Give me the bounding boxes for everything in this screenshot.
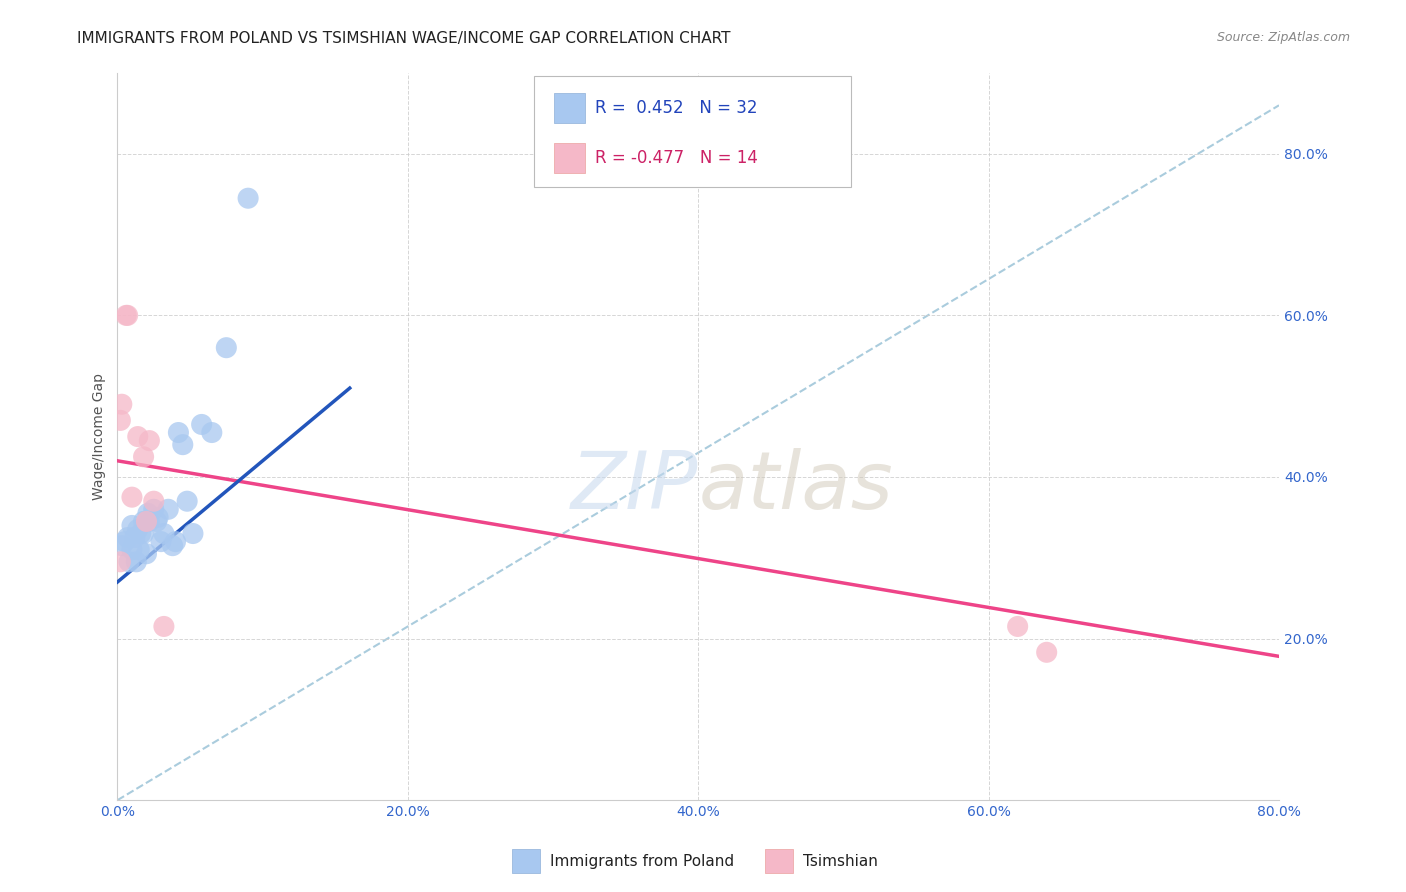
Point: [110, 413, 132, 427]
Point: [142, 502, 165, 516]
Point: [110, 555, 132, 569]
Point: [145, 515, 167, 529]
Point: [162, 539, 184, 553]
Point: [172, 437, 194, 451]
Point: [132, 515, 155, 529]
Point: [128, 542, 150, 557]
Point: [153, 526, 176, 541]
Point: [136, 506, 159, 520]
Point: [129, 526, 152, 541]
Text: ZIP: ZIP: [571, 449, 699, 526]
Point: [114, 534, 136, 549]
Text: Tsimshian: Tsimshian: [803, 854, 877, 869]
Point: [132, 450, 155, 464]
Point: [181, 526, 204, 541]
Text: Source: ZipAtlas.com: Source: ZipAtlas.com: [1216, 31, 1350, 45]
Point: [127, 429, 149, 443]
Point: [215, 341, 238, 355]
Point: [111, 397, 134, 411]
Point: [117, 309, 139, 323]
Point: [236, 191, 259, 205]
Point: [132, 526, 155, 541]
Point: [127, 523, 149, 537]
Point: [138, 515, 160, 529]
Point: [1035, 645, 1057, 659]
Point: [150, 534, 173, 549]
Text: atlas: atlas: [699, 449, 893, 526]
Text: Immigrants from Poland: Immigrants from Poland: [550, 854, 734, 869]
Point: [142, 494, 165, 508]
Point: [121, 490, 143, 504]
Y-axis label: Wage/Income Gap: Wage/Income Gap: [93, 373, 107, 500]
Point: [1007, 619, 1029, 633]
Point: [165, 534, 187, 549]
Point: [118, 555, 141, 569]
Point: [190, 417, 212, 432]
Point: [124, 531, 146, 545]
Point: [167, 425, 190, 440]
Point: [117, 531, 139, 545]
Point: [121, 518, 143, 533]
Point: [135, 515, 157, 529]
Point: [153, 619, 176, 633]
Text: IMMIGRANTS FROM POLAND VS TSIMSHIAN WAGE/INCOME GAP CORRELATION CHART: IMMIGRANTS FROM POLAND VS TSIMSHIAN WAGE…: [77, 31, 731, 46]
Point: [121, 542, 143, 557]
Point: [111, 539, 134, 553]
Point: [146, 510, 169, 524]
Point: [201, 425, 224, 440]
Text: R = -0.477   N = 14: R = -0.477 N = 14: [595, 149, 758, 167]
Point: [157, 502, 180, 516]
Point: [176, 494, 198, 508]
Text: R =  0.452   N = 32: R = 0.452 N = 32: [595, 99, 758, 117]
Point: [125, 555, 148, 569]
Point: [135, 547, 157, 561]
Point: [115, 309, 138, 323]
Point: [138, 434, 160, 448]
